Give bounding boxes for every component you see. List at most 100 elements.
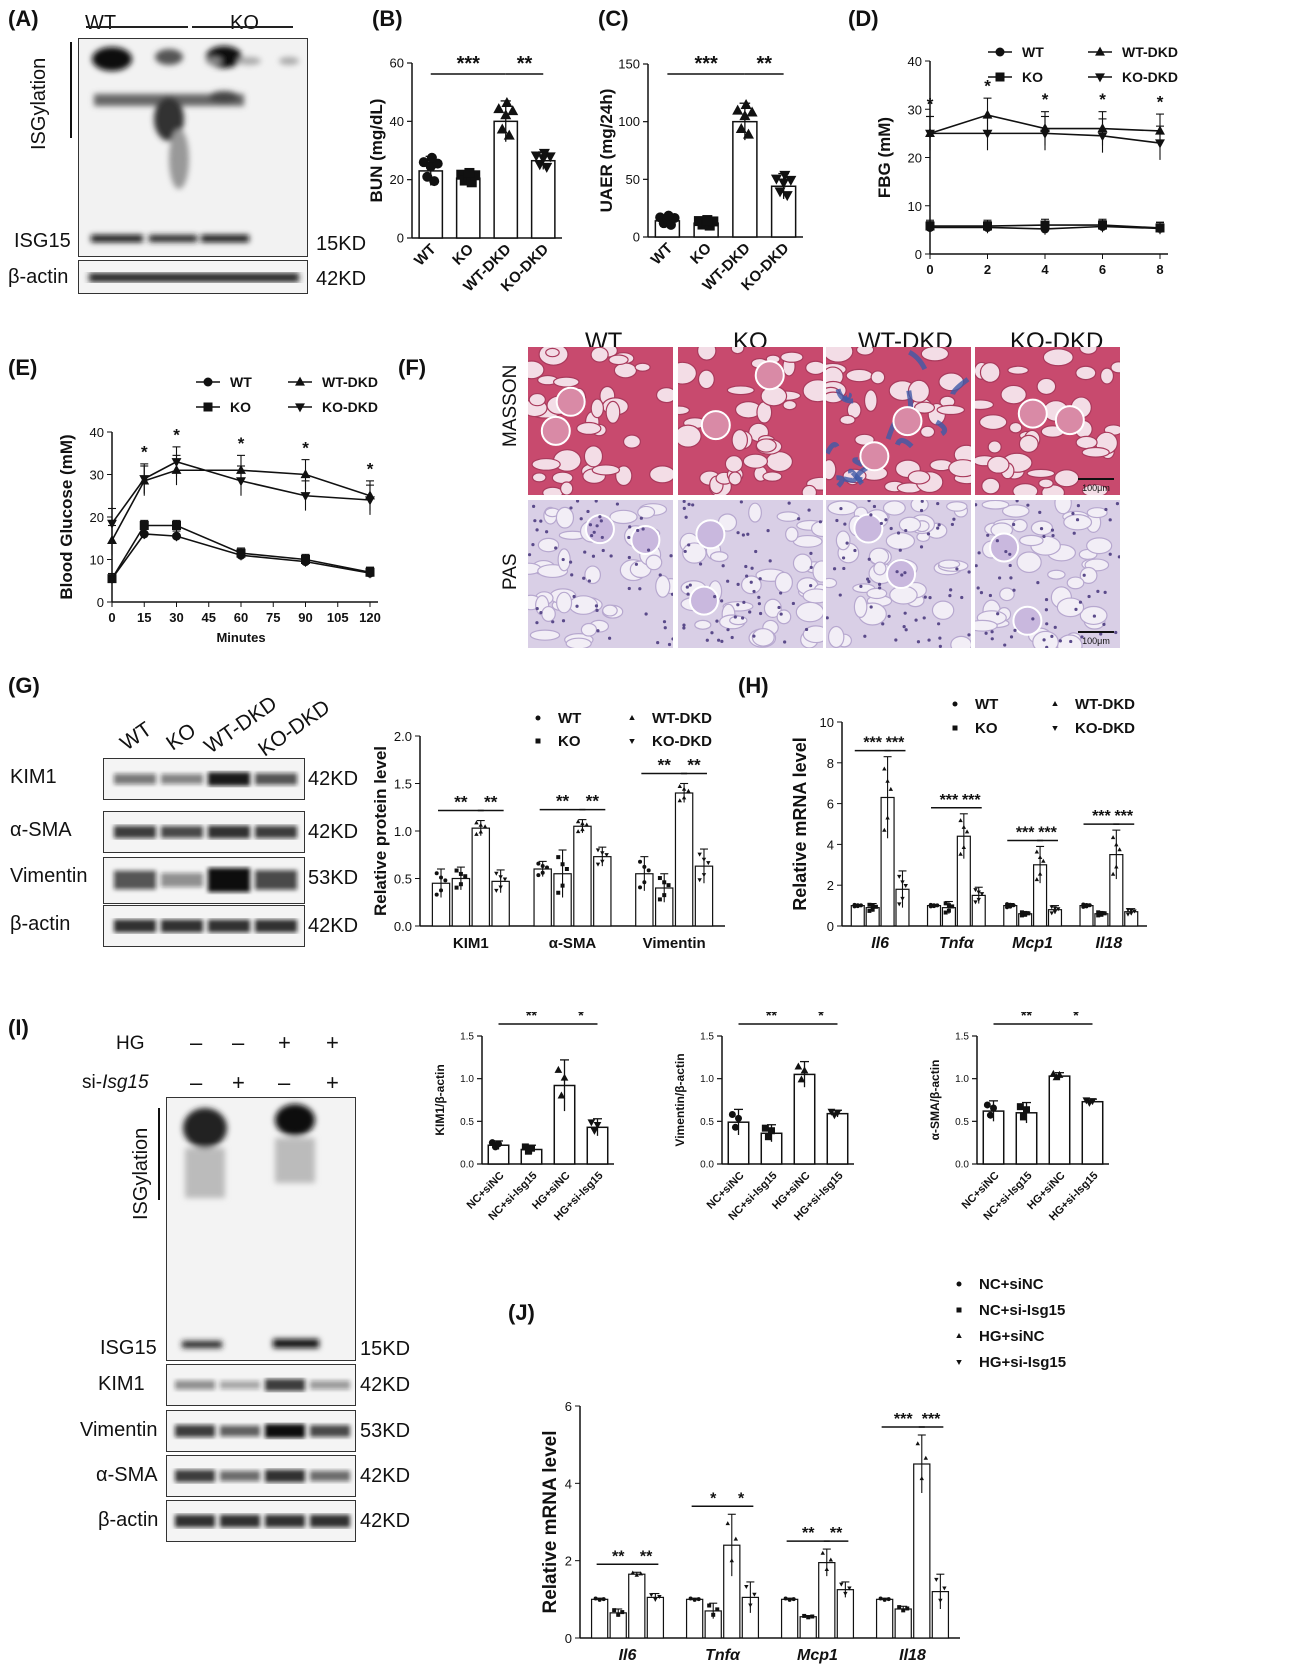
data-point	[783, 1596, 788, 1601]
panel-label-j: (J)	[508, 1300, 535, 1325]
histology-masson-1	[678, 347, 823, 495]
y-tick-label: 8	[827, 756, 834, 771]
nucleus	[686, 592, 690, 596]
data-point	[794, 1062, 803, 1070]
data-point	[873, 904, 878, 909]
band-group	[175, 1378, 350, 1392]
blot-i-label: β-actin	[98, 1509, 159, 1531]
band	[161, 774, 203, 784]
y-tick-label: 0.0	[955, 1160, 969, 1171]
nucleus	[1071, 511, 1075, 516]
legend-label: WT	[975, 696, 998, 713]
data-point	[833, 1109, 842, 1117]
nucleus	[859, 584, 863, 588]
data-point	[638, 859, 643, 864]
legend-label: WT-DKD	[652, 710, 712, 727]
i-si-gene: Isg15	[102, 1072, 149, 1093]
data-point	[1052, 906, 1058, 911]
sig-stars: **	[556, 792, 570, 811]
fibrosis	[843, 475, 858, 483]
data-point	[454, 868, 459, 873]
band	[265, 1469, 305, 1483]
data-point	[554, 1065, 563, 1073]
nucleus	[586, 509, 590, 514]
nucleus	[779, 591, 783, 595]
nucleus	[592, 530, 596, 534]
tubule	[920, 347, 950, 362]
band	[161, 826, 203, 838]
legend-label: HG+si-Isg15	[979, 1354, 1066, 1371]
data-point	[662, 880, 667, 885]
bar	[875, 1598, 894, 1639]
data-point	[979, 892, 985, 897]
tubule	[981, 500, 1010, 510]
data-point	[886, 1597, 891, 1602]
data-point	[764, 1133, 772, 1141]
data-point	[976, 890, 981, 895]
nucleus	[904, 628, 908, 632]
tubule	[649, 465, 673, 484]
nucleus	[684, 515, 688, 519]
blot-i-kd: 53KD	[360, 1420, 411, 1442]
band	[255, 773, 297, 785]
data-point	[1087, 903, 1092, 908]
sig-stars: ***	[922, 1411, 941, 1428]
data-point	[702, 215, 713, 226]
nucleus	[539, 519, 543, 523]
y-tick-label: 20	[90, 510, 104, 525]
glomerulus	[1054, 405, 1085, 436]
tubule	[774, 571, 793, 594]
tubule	[637, 505, 656, 519]
nucleus	[843, 522, 847, 526]
y-tick-label: 20	[908, 151, 922, 166]
y-tick-label: 0	[827, 919, 834, 934]
sig-stars: **	[830, 1525, 843, 1542]
blot-i-bands	[175, 1424, 350, 1438]
group-label-ko: KO	[230, 12, 259, 34]
nucleus	[894, 638, 898, 642]
data-point	[595, 862, 601, 867]
nucleus	[1042, 534, 1046, 539]
data-point	[942, 1586, 947, 1591]
nucleus	[889, 526, 893, 531]
data-point	[498, 875, 503, 880]
data-point	[828, 1557, 834, 1562]
y-tick-label: 40	[908, 54, 922, 69]
nucleus	[554, 546, 558, 550]
data-point	[478, 829, 483, 834]
band	[175, 1469, 215, 1483]
nucleus	[713, 595, 717, 599]
data-point	[903, 884, 908, 889]
nucleus	[926, 532, 931, 536]
nucleus	[730, 635, 734, 640]
nucleus	[656, 641, 660, 645]
nucleus	[583, 550, 587, 554]
data-point	[928, 904, 933, 909]
y-tick-label: 50	[626, 172, 640, 187]
nucleus	[685, 585, 689, 589]
nucleus	[1096, 589, 1100, 593]
band-group	[114, 825, 297, 839]
nucleus	[809, 565, 813, 570]
bar	[646, 1596, 665, 1639]
nucleus	[682, 623, 686, 627]
data-point	[697, 878, 702, 883]
blot-g-kd: 53KD	[308, 867, 359, 889]
nucleus	[1031, 617, 1035, 621]
tubule	[826, 459, 837, 481]
tubule	[528, 360, 545, 380]
band	[175, 1514, 215, 1528]
nucleus	[745, 574, 749, 578]
tubule	[553, 376, 580, 388]
data-point	[365, 496, 375, 506]
blot-i-label: Vimentin	[80, 1419, 158, 1441]
legend-marker	[203, 377, 213, 387]
tubule	[979, 414, 1008, 431]
data-point	[597, 1597, 602, 1602]
chart-e-ogtt: 0 10 20 30 40 0 15 30 45 60 75 90 105 120 Blood Glucos…	[57, 374, 381, 645]
data-point	[701, 873, 707, 878]
bar	[1079, 905, 1094, 927]
data-point	[824, 1566, 829, 1571]
tubule	[731, 429, 749, 452]
